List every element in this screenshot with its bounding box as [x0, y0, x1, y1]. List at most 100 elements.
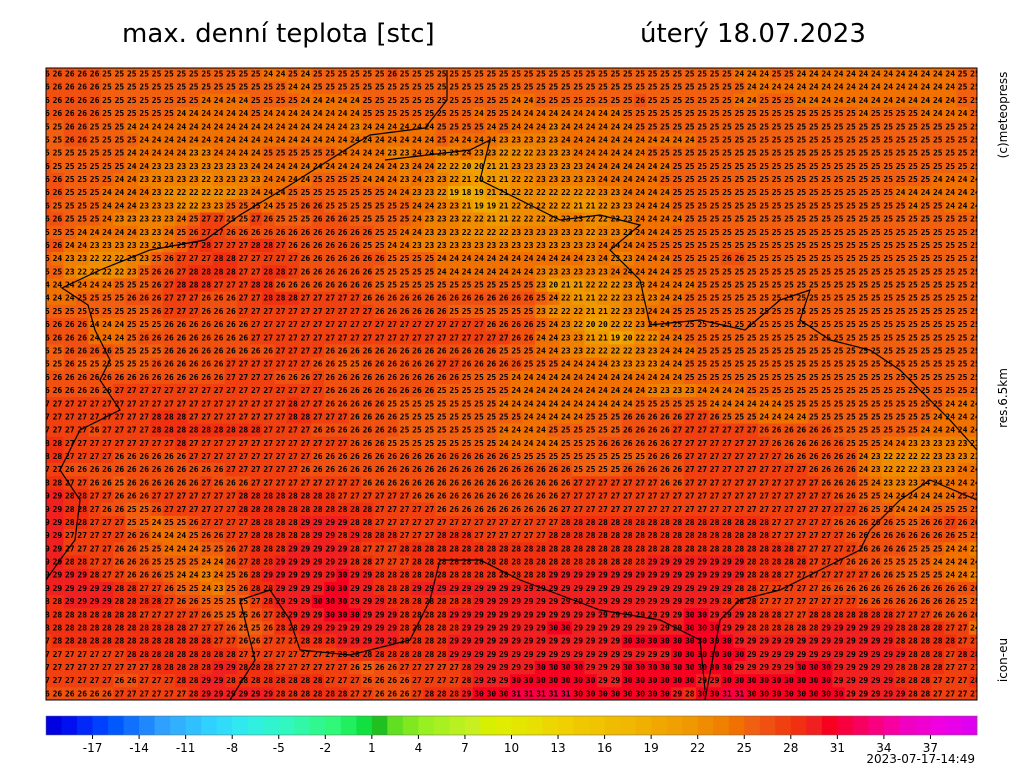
- cell-value: 25: [747, 109, 757, 118]
- cell-value: 24: [536, 122, 546, 131]
- cell-value: 27: [214, 281, 224, 290]
- cell: [944, 93, 957, 108]
- cell: [658, 68, 672, 81]
- cell-value: 25: [375, 215, 385, 224]
- cell-value: 24: [586, 109, 596, 118]
- cell-value: 25: [697, 109, 707, 118]
- cell-value: 24: [139, 188, 149, 197]
- cell-value: 25: [809, 241, 819, 250]
- cell-value: 27: [189, 254, 199, 263]
- cell: [720, 93, 734, 108]
- cell-value: 23: [549, 122, 559, 131]
- cell-value: 25: [400, 254, 410, 263]
- cell: [398, 93, 412, 108]
- cell: [423, 120, 436, 134]
- cell-value: 25: [487, 70, 497, 79]
- cell-value: 25: [697, 149, 707, 158]
- cell-value: 25: [846, 228, 856, 237]
- cell-value: 24: [363, 175, 373, 184]
- cell-value: 25: [685, 70, 695, 79]
- cell-value: 24: [164, 135, 174, 144]
- cell: [944, 80, 957, 95]
- cell-value: 26: [53, 188, 63, 197]
- cell-value: 25: [115, 83, 125, 92]
- cell: [187, 106, 201, 121]
- cell-value: 24: [598, 135, 608, 144]
- cell-value: 25: [288, 70, 298, 79]
- cell-value: 21: [499, 162, 509, 171]
- cell-value: 25: [697, 162, 707, 171]
- cell-value: 24: [350, 135, 360, 144]
- cell-value: 25: [412, 109, 422, 118]
- cell-value: 26: [301, 267, 311, 276]
- cell-value: 23: [611, 188, 621, 197]
- cell-value: 25: [784, 109, 794, 118]
- cell-value: 25: [722, 228, 732, 237]
- cell: [671, 68, 684, 81]
- cell: [807, 93, 821, 108]
- cell-value: 25: [908, 109, 918, 118]
- cell: [596, 93, 610, 108]
- cell-value: 25: [449, 96, 459, 105]
- cell-value: 24: [945, 201, 955, 210]
- cell-value: 25: [759, 241, 769, 250]
- cell-value: 25: [276, 96, 286, 105]
- cell-value: 25: [896, 228, 906, 237]
- cell: [646, 93, 660, 108]
- cell-value: 24: [139, 149, 149, 158]
- cell-value: 25: [65, 188, 75, 197]
- cell-value: 25: [549, 70, 559, 79]
- cell-value: 22: [524, 188, 534, 197]
- cell-value: 23: [549, 175, 559, 184]
- cell: [770, 80, 784, 95]
- cell-value: 25: [276, 215, 286, 224]
- cell-value: 25: [635, 122, 645, 131]
- cell-value: 21: [499, 215, 509, 224]
- cell-value: 25: [53, 149, 63, 158]
- cell-value: 25: [90, 215, 100, 224]
- cell-value: 25: [697, 83, 707, 92]
- cell-value: 25: [586, 70, 596, 79]
- cell-value: 25: [784, 228, 794, 237]
- cell-value: 25: [387, 267, 397, 276]
- cell-value: 26: [301, 228, 311, 237]
- cell-value: 25: [908, 135, 918, 144]
- cell-value: 25: [685, 254, 695, 263]
- cell-value: 25: [573, 70, 583, 79]
- cell-value: 26: [90, 96, 100, 105]
- cell-value: 24: [449, 135, 459, 144]
- cell-value: 24: [474, 267, 484, 276]
- cell-value: 25: [958, 135, 968, 144]
- cell-value: 25: [735, 188, 745, 197]
- cell-value: 25: [387, 83, 397, 92]
- cell-value: 25: [164, 83, 174, 92]
- cell-value: 25: [239, 201, 249, 210]
- cell-value: 25: [65, 228, 75, 237]
- cell: [63, 106, 77, 121]
- cell-value: 24: [338, 96, 348, 105]
- cell-value: 24: [412, 215, 422, 224]
- cell-value: 24: [152, 135, 162, 144]
- cell-value: 24: [561, 135, 571, 144]
- cell-value: 25: [115, 162, 125, 171]
- cell-value: 24: [189, 122, 199, 131]
- cell-value: 23: [536, 135, 546, 144]
- cell-value: 25: [325, 83, 335, 92]
- cell-value: 24: [263, 135, 273, 144]
- cell-value: 22: [189, 201, 199, 210]
- cell-value: 24: [933, 188, 943, 197]
- cell: [324, 120, 337, 134]
- cell-value: 23: [536, 175, 546, 184]
- cell-value: 26: [325, 254, 335, 263]
- cell-value: 24: [846, 70, 856, 79]
- cell-value: 22: [586, 188, 596, 197]
- cell: [882, 68, 895, 81]
- cell-value: 19: [474, 188, 484, 197]
- cell-value: 23: [511, 162, 521, 171]
- cell-value: 24: [276, 122, 286, 131]
- cell-value: 26: [90, 70, 100, 79]
- cell: [584, 68, 598, 81]
- cell-value: 25: [363, 109, 373, 118]
- cell-value: 24: [871, 96, 881, 105]
- cell: [770, 106, 784, 121]
